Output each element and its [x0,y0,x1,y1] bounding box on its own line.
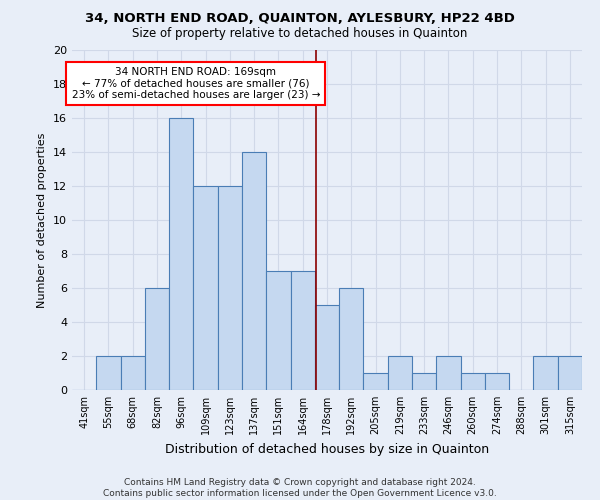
Y-axis label: Number of detached properties: Number of detached properties [37,132,47,308]
Bar [412,373,436,390]
Bar [145,288,169,390]
Text: 34, NORTH END ROAD, QUAINTON, AYLESBURY, HP22 4BD: 34, NORTH END ROAD, QUAINTON, AYLESBURY,… [85,12,515,26]
Bar [533,356,558,390]
Bar [96,356,121,390]
Text: Size of property relative to detached houses in Quainton: Size of property relative to detached ho… [133,28,467,40]
X-axis label: Distribution of detached houses by size in Quainton: Distribution of detached houses by size … [165,442,489,456]
Bar [193,186,218,390]
Text: 34 NORTH END ROAD: 169sqm
← 77% of detached houses are smaller (76)
23% of semi-: 34 NORTH END ROAD: 169sqm ← 77% of detac… [71,67,320,100]
Bar [315,305,339,390]
Bar [121,356,145,390]
Bar [290,271,315,390]
Bar [364,373,388,390]
Bar [339,288,364,390]
Bar [461,373,485,390]
Bar [169,118,193,390]
Bar [266,271,290,390]
Text: Contains HM Land Registry data © Crown copyright and database right 2024.
Contai: Contains HM Land Registry data © Crown c… [103,478,497,498]
Bar [558,356,582,390]
Bar [218,186,242,390]
Bar [388,356,412,390]
Bar [436,356,461,390]
Bar [485,373,509,390]
Bar [242,152,266,390]
